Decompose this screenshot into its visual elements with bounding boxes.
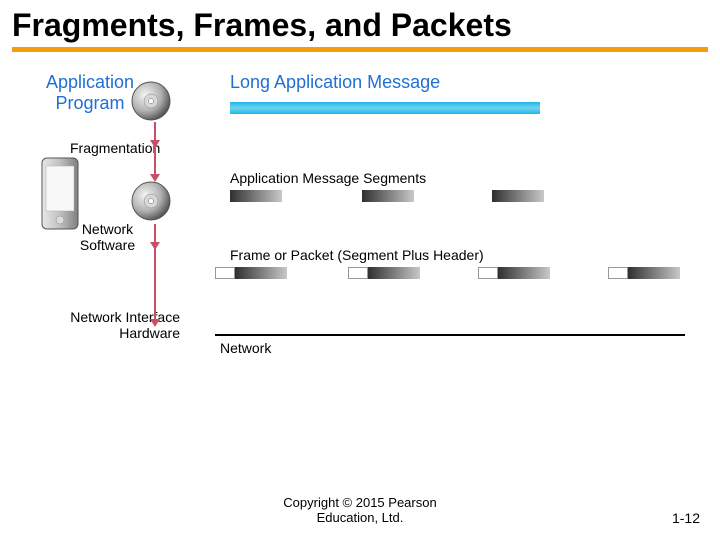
- packet-segment-0: [235, 267, 287, 279]
- app-prog-line2: Program: [55, 93, 124, 113]
- packet-header-0: [215, 267, 235, 279]
- footer: Copyright © 2015 Pearson Education, Ltd.…: [0, 495, 720, 526]
- diagram-area: Application Program Long Application Mes…: [20, 72, 700, 402]
- copy-line1: Copyright © 2015 Pearson: [283, 495, 436, 510]
- packet-header-2: [478, 267, 498, 279]
- network-software-label: Network Software: [75, 222, 140, 253]
- packet-segment-3: [628, 267, 680, 279]
- phone-icon: [40, 156, 80, 231]
- application-program-label: Application Program: [40, 72, 140, 114]
- packet-segment-1: [368, 267, 420, 279]
- message-bar: [230, 102, 540, 114]
- packet-segment-2: [498, 267, 550, 279]
- copyright-text: Copyright © 2015 Pearson Education, Ltd.: [0, 495, 720, 526]
- arrow-1: [148, 142, 162, 187]
- netsw-line1: Network: [82, 221, 133, 237]
- segment-2: [492, 190, 544, 202]
- slide-title: Fragments, Frames, and Packets: [0, 0, 720, 47]
- packet-header-3: [608, 267, 628, 279]
- app-prog-line1: Application: [46, 72, 134, 92]
- copy-line2: Education, Ltd.: [317, 510, 404, 525]
- packet-header-1: [348, 267, 368, 279]
- arrow-3: [148, 244, 162, 332]
- segment-0: [230, 190, 282, 202]
- frame-packet-label: Frame or Packet (Segment Plus Header): [230, 247, 484, 263]
- network-line: [215, 334, 685, 336]
- segment-1: [362, 190, 414, 202]
- page-number: 1-12: [672, 510, 700, 526]
- netsw-line2: Software: [80, 237, 135, 253]
- segments-label: Application Message Segments: [230, 170, 426, 186]
- nih-line1: Network Interface: [70, 309, 180, 325]
- title-underline: [12, 47, 708, 52]
- network-label: Network: [220, 340, 271, 356]
- disc-icon-1: [130, 80, 172, 122]
- long-message-label: Long Application Message: [230, 72, 540, 93]
